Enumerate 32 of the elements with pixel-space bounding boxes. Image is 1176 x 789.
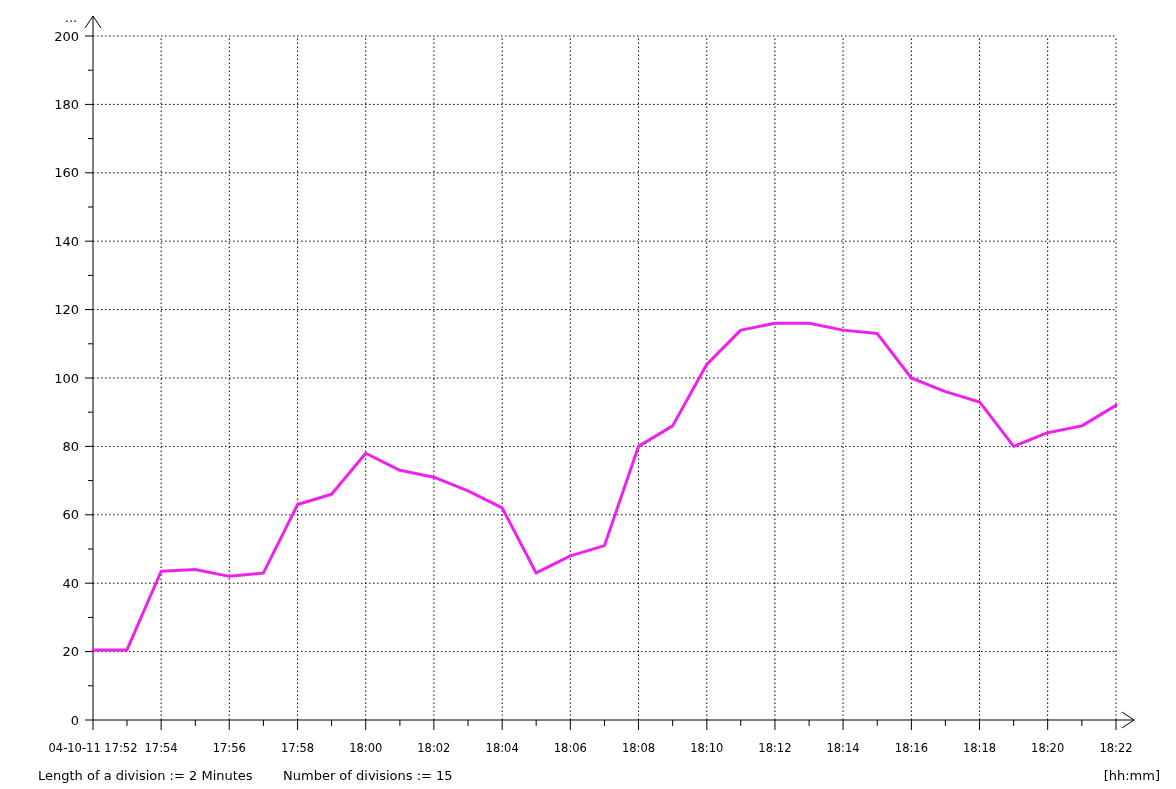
x-tick-label: 18:16 bbox=[894, 741, 928, 755]
x-tick-label: 18:20 bbox=[1031, 741, 1065, 755]
x-axis-title: [hh:mm] bbox=[1103, 768, 1160, 783]
text: Length of a division := 2 Minutes bbox=[38, 768, 253, 783]
y-tick-label: 200 bbox=[54, 28, 79, 44]
y-tick-label: 120 bbox=[54, 302, 79, 318]
x-tick-label: 18:18 bbox=[962, 741, 997, 755]
x-tick-label: 17:54 bbox=[144, 741, 178, 755]
y-tick-label: 100 bbox=[54, 370, 79, 386]
x-tick-label: 18:00 bbox=[349, 741, 383, 755]
x-tick-label: 04-10-11 17:52 bbox=[48, 741, 138, 755]
x-tick-label: 18:06 bbox=[553, 741, 587, 755]
x-tick-label: 18:10 bbox=[690, 741, 724, 755]
y-axis-title: ... bbox=[64, 10, 78, 25]
x-tick-label: 17:58 bbox=[281, 741, 315, 755]
x-tick-label: 18:22 bbox=[1099, 741, 1133, 755]
x-tick-label: 18:04 bbox=[485, 741, 519, 755]
line-series bbox=[91, 321, 1118, 652]
x-tick-label: 17:56 bbox=[212, 741, 246, 755]
y-tick-label: 20 bbox=[62, 644, 79, 660]
x-tick-label: 18:12 bbox=[758, 741, 792, 755]
y-tick-label: 40 bbox=[62, 575, 79, 591]
y-tick-label: 180 bbox=[54, 96, 79, 112]
y-tick-label: 60 bbox=[62, 507, 79, 523]
x-tick-label: 18:08 bbox=[621, 741, 656, 755]
y-tick-label: 80 bbox=[62, 438, 79, 454]
y-tick-label: 160 bbox=[54, 165, 79, 181]
y-tick-label: 140 bbox=[54, 233, 79, 249]
x-tick-label: 18:02 bbox=[417, 741, 451, 755]
text: Number of divisions := 15 bbox=[283, 768, 453, 783]
y-tick-label: 0 bbox=[70, 712, 79, 728]
x-tick-label: 18:14 bbox=[826, 741, 860, 755]
